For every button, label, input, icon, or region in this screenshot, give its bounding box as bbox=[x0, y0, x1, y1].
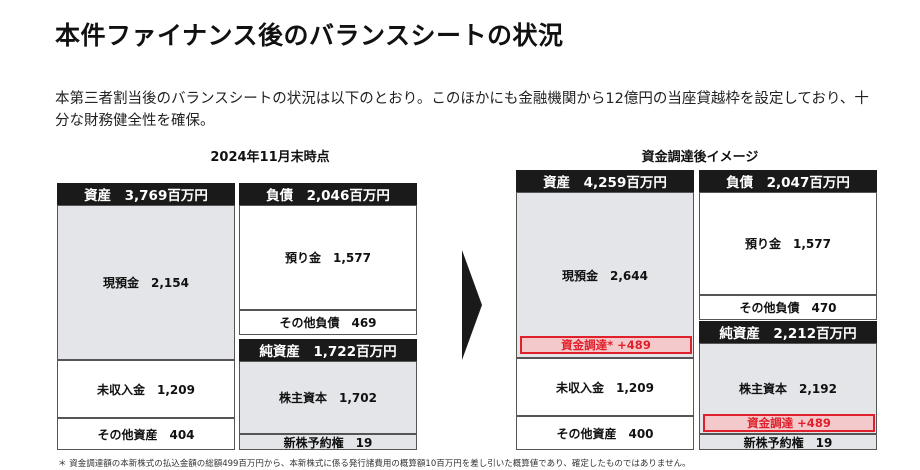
right-funding-assets-badge: 資金調達* +489 bbox=[520, 336, 692, 354]
right-other-liabilities-label: その他負債 470 bbox=[739, 301, 837, 315]
footnote: ＊ 資金調達額の本新株式の払込金額の総額499百万円から、本新株式に係る発行諸費… bbox=[58, 459, 691, 469]
right-warrants-box: 新株予約権 19 bbox=[699, 434, 877, 450]
left-deposits-box: 預り金 1,577 bbox=[239, 205, 417, 310]
left-share-capital-label: 株主資本 1,702 bbox=[279, 391, 377, 405]
left-equity-header: 純資産 1,722百万円 bbox=[239, 339, 417, 361]
right-receivables-label: 未収入金 1,209 bbox=[556, 380, 654, 395]
right-caption: 資金調達後イメージ bbox=[641, 150, 759, 165]
right-receivables-box: 未収入金 1,209 bbox=[516, 358, 694, 416]
left-other-assets-box: その他資産 404 bbox=[57, 418, 235, 450]
left-warrants-box: 新株予約権 19 bbox=[239, 434, 417, 450]
right-other-assets-label: その他資産 400 bbox=[556, 426, 654, 441]
right-cash-label: 現預金 2,644 bbox=[562, 268, 648, 283]
left-share-capital-box: 株主資本 1,702 bbox=[239, 361, 417, 434]
right-equity-header: 純資産 2,212百万円 bbox=[699, 321, 877, 343]
right-other-assets-box: その他資産 400 bbox=[516, 416, 694, 450]
right-deposits-box: 預り金 1,577 bbox=[699, 192, 877, 295]
right-share-capital-label: 株主資本 2,192 bbox=[739, 382, 837, 396]
left-cash-label: 現預金 2,154 bbox=[103, 276, 189, 290]
left-assets-header: 資産 3,769百万円 bbox=[57, 183, 235, 205]
left-other-assets-label: その他資産 404 bbox=[97, 427, 195, 442]
right-other-liabilities-box: その他負債 470 bbox=[699, 295, 877, 320]
description-text: 本第三者割当後のバランスシートの状況は以下のとおり。このほかにも金融機関から12… bbox=[55, 91, 869, 129]
right-deposits-label: 預り金 1,577 bbox=[745, 237, 831, 251]
right-liabilities-header: 負債 2,047百万円 bbox=[699, 170, 877, 192]
left-other-liabilities-box: その他負債 469 bbox=[239, 310, 417, 335]
left-other-liabilities-label: その他負債 469 bbox=[279, 316, 377, 330]
right-cash-box: 現預金 2,644 bbox=[516, 192, 694, 358]
transition-arrow-icon bbox=[462, 250, 482, 360]
left-liabilities-header: 負債 2,046百万円 bbox=[239, 183, 417, 205]
left-warrants-label: 新株予約権 19 bbox=[283, 435, 373, 450]
left-cash-box: 現預金 2,154 bbox=[57, 205, 235, 360]
left-deposits-label: 預り金 1,577 bbox=[285, 251, 371, 265]
page-title: 本件ファイナンス後のバランスシートの状況 bbox=[55, 21, 564, 50]
left-receivables-label: 未収入金 1,209 bbox=[97, 382, 195, 397]
left-receivables-box: 未収入金 1,209 bbox=[57, 360, 235, 418]
left-caption: 2024年11月末時点 bbox=[210, 150, 330, 165]
right-assets-header: 資産 4,259百万円 bbox=[516, 170, 694, 192]
right-funding-equity-badge: 資金調達 +489 bbox=[703, 414, 875, 432]
right-warrants-label: 新株予約権 19 bbox=[743, 435, 833, 450]
